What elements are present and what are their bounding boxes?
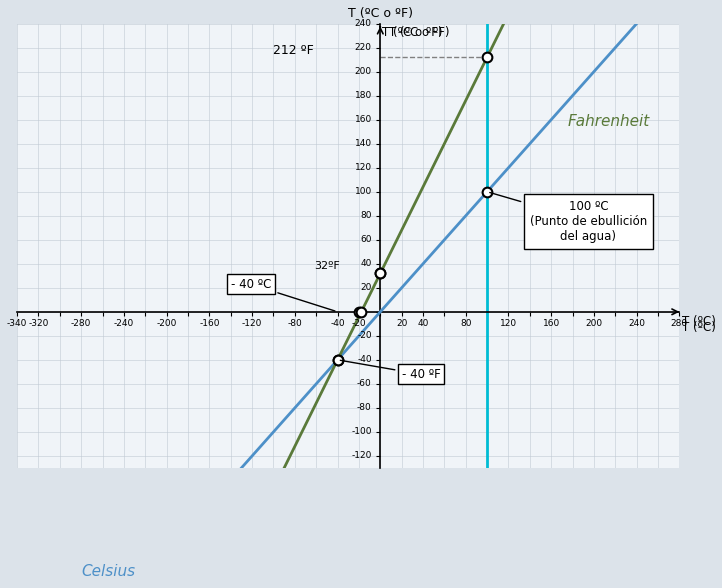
Text: 280: 280 — [671, 319, 688, 328]
Text: 40: 40 — [360, 259, 372, 268]
Text: Celsius: Celsius — [81, 564, 135, 579]
Text: 40: 40 — [417, 319, 429, 328]
Text: - 40 ºC: - 40 ºC — [231, 278, 335, 311]
Text: 240: 240 — [355, 19, 372, 28]
Text: 220: 220 — [355, 43, 372, 52]
Text: 80: 80 — [460, 319, 471, 328]
Text: 160: 160 — [542, 319, 560, 328]
Text: 160: 160 — [355, 115, 372, 124]
Text: -280: -280 — [71, 319, 92, 328]
Text: -340: -340 — [7, 319, 27, 328]
Text: T (ºC): T (ºC) — [682, 315, 716, 328]
Text: -20: -20 — [352, 319, 366, 328]
Text: -60: -60 — [357, 379, 372, 388]
Text: -120: -120 — [352, 452, 372, 460]
Text: Fahrenheit: Fahrenheit — [567, 113, 650, 129]
Text: - 40 ºF: - 40 ºF — [340, 360, 440, 381]
Text: -320: -320 — [28, 319, 48, 328]
Text: 20: 20 — [360, 283, 372, 292]
Text: T (ºC o ºF): T (ºC o ºF) — [389, 26, 449, 39]
Text: -120: -120 — [242, 319, 262, 328]
Text: 120: 120 — [500, 319, 517, 328]
Text: T (ºC): T (ºC) — [682, 322, 716, 335]
Text: -40: -40 — [330, 319, 345, 328]
Text: 200: 200 — [586, 319, 602, 328]
Text: -80: -80 — [357, 403, 372, 412]
Text: -80: -80 — [287, 319, 303, 328]
Text: T (ºC o ºF): T (ºC o ºF) — [348, 7, 413, 20]
Text: -40: -40 — [357, 355, 372, 365]
Text: 200: 200 — [355, 67, 372, 76]
Text: -160: -160 — [199, 319, 219, 328]
Text: -240: -240 — [114, 319, 134, 328]
Text: T (ºC o ºF): T (ºC o ºF) — [383, 26, 443, 39]
Text: 140: 140 — [355, 139, 372, 148]
Text: 20: 20 — [396, 319, 407, 328]
Text: -20: -20 — [357, 331, 372, 340]
Text: 60: 60 — [360, 235, 372, 244]
Text: 120: 120 — [355, 163, 372, 172]
Text: 180: 180 — [355, 91, 372, 100]
Text: 240: 240 — [628, 319, 645, 328]
Text: -200: -200 — [157, 319, 177, 328]
Text: 212 ºF: 212 ºF — [274, 44, 314, 56]
Text: 100 ºC
(Punto de ebullición
del agua): 100 ºC (Punto de ebullición del agua) — [490, 192, 647, 243]
Text: -100: -100 — [351, 427, 372, 436]
Text: 80: 80 — [360, 211, 372, 220]
Text: 100: 100 — [355, 187, 372, 196]
Text: 32ºF: 32ºF — [314, 261, 340, 271]
